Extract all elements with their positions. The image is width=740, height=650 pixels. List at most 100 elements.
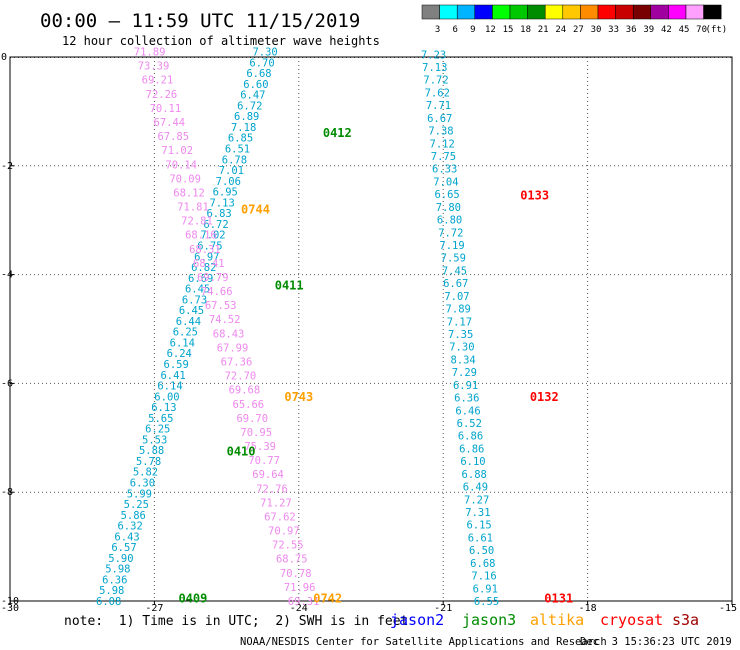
color-scale-label: 42 [661, 25, 672, 35]
wave-height-value: 69.31 [288, 596, 320, 608]
wave-height-value: 6.68 [246, 68, 271, 80]
y-axis-ticks: 0 -2 -4 -6 -8 -10 [1, 52, 19, 607]
footer-credit: NOAA/NESDIS Center for Satellite Applica… [240, 636, 607, 648]
track-label-0742: 0742 [313, 591, 342, 605]
wave-height-value: 70.77 [248, 455, 280, 467]
wave-height-value: 67.53 [205, 300, 237, 312]
color-swatch [703, 4, 722, 20]
wave-height-value: 6.67 [443, 278, 468, 290]
satellite-jason3: jason3 [462, 611, 516, 629]
color-swatch [509, 4, 528, 20]
x-tick-label: -30 [1, 603, 19, 614]
wave-height-value: 68.16 [185, 230, 217, 242]
wave-height-value: 6.80 [437, 215, 462, 227]
track-label-0744: 0744 [241, 202, 270, 216]
color-swatch [685, 4, 704, 20]
y-tick-label: -10 [1, 596, 19, 607]
wave-height-value: 69.79 [197, 272, 229, 284]
wave-height-value: 7.18 [231, 122, 256, 134]
wave-height-value: 69.68 [229, 385, 261, 397]
wave-height-value: 7.62 [425, 87, 450, 99]
satellite-jason2: jason2 [390, 611, 444, 629]
wave-height-value: 5.86 [121, 510, 146, 522]
wave-height-value: 7.80 [436, 202, 461, 214]
wave-height-value: 6.55 [474, 596, 499, 608]
wave-height-value: 6.00 [154, 391, 179, 403]
wave-height-value: 6.51 [225, 144, 250, 156]
wave-height-value: 6.36 [454, 393, 479, 405]
y-tick-label: 0 [1, 52, 7, 63]
wave-height-value: 7.30 [449, 342, 474, 354]
color-swatch [615, 4, 634, 20]
color-scale-label: 30 [591, 25, 602, 35]
satellite-s3a: s3a [672, 611, 699, 629]
color-swatch [492, 4, 511, 20]
wave-height-value: 6.49 [463, 482, 488, 494]
y-tick-label: -6 [1, 378, 13, 389]
color-scale-label: 70 [696, 25, 707, 35]
color-scale-label: 24 [555, 25, 566, 35]
page-title: 00:00 – 11:59 UTC 11/15/2019 [40, 10, 360, 32]
wave-height-value: 5.88 [139, 445, 164, 457]
wave-height-value: 6.89 [234, 111, 259, 123]
color-swatch [597, 4, 616, 20]
color-scale-label: 39 [643, 25, 654, 35]
wave-height-value: 5.25 [124, 499, 149, 511]
wave-height-value: 7.35 [448, 329, 473, 341]
wave-height-value: 5.98 [105, 564, 130, 576]
satellite-legend: jason2 jason3 altika cryosat s3a [390, 611, 699, 629]
wave-height-value: 69.70 [236, 413, 268, 425]
y-tick-label: -4 [1, 270, 13, 281]
wave-height-value: 68.75 [276, 554, 308, 566]
wave-height-value: 6.86 [459, 443, 484, 455]
track-label-0412: 0412 [323, 126, 352, 140]
y-tick-label: -2 [1, 161, 13, 172]
x-axis-ticks: -30 -27 -24 -21 -18 -15 [1, 601, 737, 614]
wave-height-value: 7.13 [210, 197, 235, 209]
wave-height-value: 6.14 [157, 381, 182, 393]
track-label-0410: 0410 [227, 444, 256, 458]
wave-height-value: 71.27 [260, 497, 292, 509]
wave-height-value: 6.32 [117, 521, 142, 533]
wave-height-value: 69.64 [252, 469, 284, 481]
wave-height-value: 71.81 [177, 202, 209, 214]
wave-height-value: 7.30 [252, 47, 277, 59]
wave-height-value: 71.89 [134, 47, 166, 59]
color-swatch [562, 4, 581, 20]
wave-height-value: 71.02 [161, 145, 193, 157]
footer-note: note: 1) Time is in UTC; 2) SWH is in fe… [64, 614, 408, 629]
wave-height-value: 67.99 [217, 342, 249, 354]
wave-height-value: 7.17 [447, 316, 472, 328]
wave-height-value: 68.43 [213, 328, 245, 340]
wave-height-value: 6.33 [432, 164, 457, 176]
x-tick-label: -18 [579, 603, 597, 614]
wave-height-value: 67.62 [264, 511, 296, 523]
wave-height-value: 75.39 [244, 441, 276, 453]
wave-height-value: 6.91 [473, 583, 498, 595]
wave-height-value: 7.23 [421, 49, 446, 61]
wave-height-value: 7.07 [444, 291, 469, 303]
wave-height-value: 5.53 [142, 434, 167, 446]
wave-height-value: 6.25 [145, 424, 170, 436]
wave-height-value: 6.86 [458, 431, 483, 443]
color-scale-label: 18 [520, 25, 531, 35]
wave-height-value: 6.83 [206, 208, 231, 220]
satellite-cryosat: cryosat [600, 611, 663, 629]
wave-height-value: 6.72 [237, 100, 262, 112]
wave-height-value: 6.69 [188, 273, 213, 285]
track-labels: 0409 0410 0411 0412 0742 0743 0744 0131 0132 0133 [178, 126, 573, 605]
wave-height-value: 6.70 [249, 57, 274, 69]
wave-height-value: 6.13 [151, 402, 176, 414]
color-swatch [439, 4, 458, 20]
wave-height-value: 74.66 [201, 286, 233, 298]
wave-height-value: 6.72 [203, 219, 228, 231]
wave-height-value: 6.85 [228, 133, 253, 145]
map-grid [10, 57, 732, 601]
wave-height-value: 72.81 [181, 216, 213, 228]
wave-height-value: 6.73 [182, 294, 207, 306]
color-swatch [456, 4, 476, 20]
color-swatch [421, 4, 440, 20]
wave-height-value: 7.27 [464, 494, 489, 506]
page-subtitle: 12 hour collection of altimeter wave hei… [62, 34, 380, 48]
